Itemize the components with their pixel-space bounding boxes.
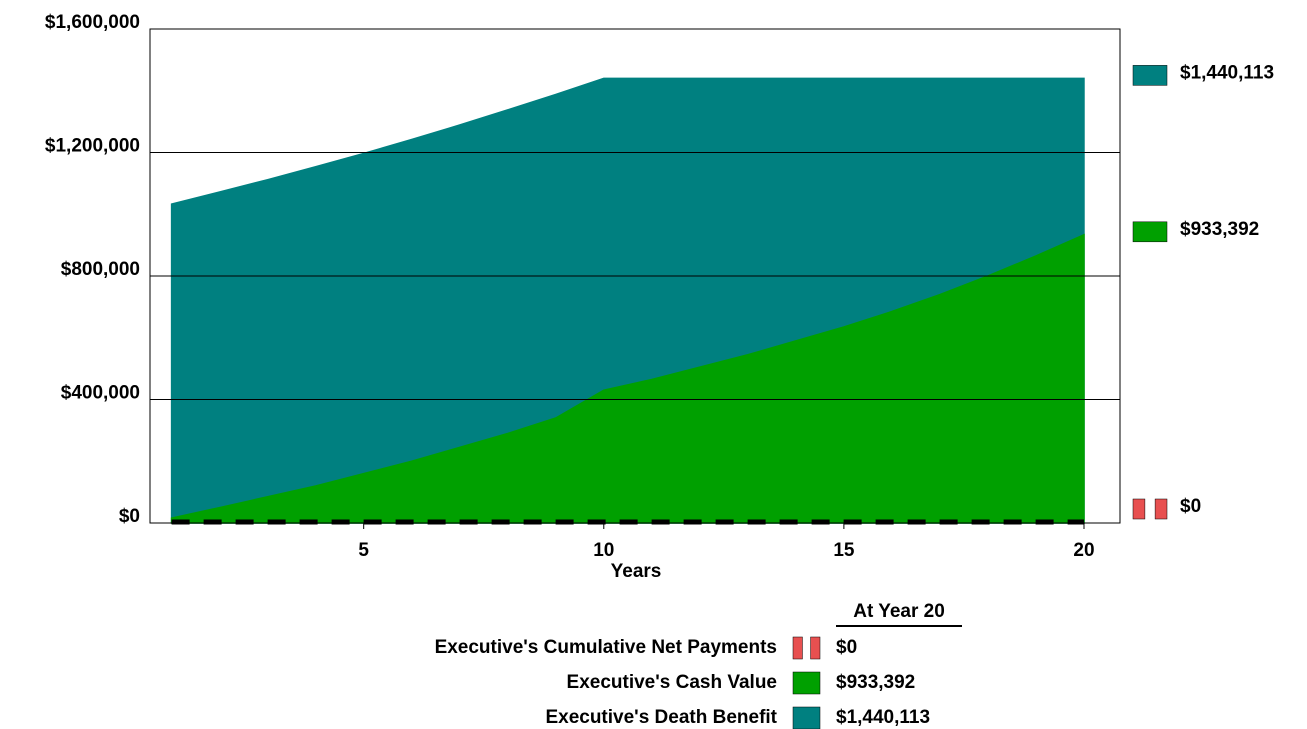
legend-swatch [1132, 221, 1168, 243]
end-label: $0 [1180, 496, 1201, 517]
legend-value: $933,392 [836, 672, 915, 693]
legend-value: $0 [836, 637, 857, 658]
area [170, 233, 1085, 524]
legend-title: At Year 20 [853, 601, 945, 622]
legend-swatch [1132, 498, 1146, 520]
y-tick-label: $800,000 [61, 259, 140, 280]
end-label: $1,440,113 [1180, 62, 1274, 83]
legend-label: Executive's Death Benefit [545, 707, 777, 728]
legend-swatch [1132, 65, 1168, 86]
legend-swatch [792, 671, 821, 695]
x-tick-label: 20 [1073, 540, 1094, 561]
legend-swatch [810, 636, 821, 660]
y-tick-label: $1,200,000 [45, 136, 140, 157]
end-label: $933,392 [1180, 219, 1259, 240]
legend-label: Executive's Cash Value [567, 672, 777, 693]
legend-swatch [792, 636, 803, 660]
legend-swatch [792, 706, 821, 729]
x-tick-label: 10 [593, 540, 614, 561]
legend-swatch [1154, 498, 1168, 520]
y-tick-label: $0 [119, 506, 140, 527]
x-tick-label: 5 [358, 540, 369, 561]
x-axis-label: Years [611, 561, 662, 582]
y-tick-label: $400,000 [61, 383, 140, 404]
y-tick-label: $1,600,000 [45, 12, 140, 33]
legend-value: $1,440,113 [836, 707, 930, 728]
legend-label: Executive's Cumulative Net Payments [435, 637, 777, 658]
x-tick-label: 15 [833, 540, 855, 561]
